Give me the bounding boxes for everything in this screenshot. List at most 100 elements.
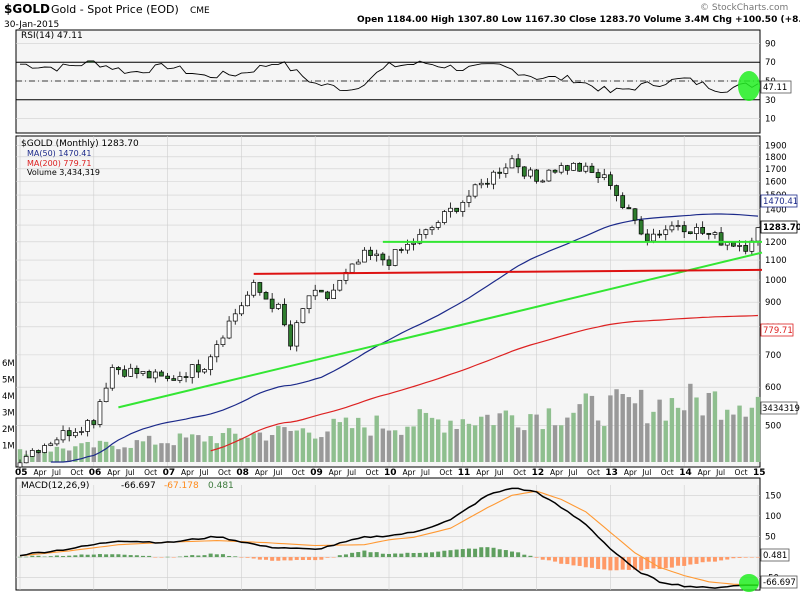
trendline: [253, 268, 763, 275]
macd-histogram-bar: [620, 557, 625, 570]
macd-histogram-bar: [325, 557, 330, 558]
price-candle: [208, 356, 213, 370]
price-candle: [257, 282, 263, 293]
price-candle: [454, 207, 459, 212]
volume-bar: [417, 409, 422, 462]
macd-histogram-bar: [264, 557, 268, 560]
macd-histogram-bar: [362, 550, 367, 558]
price-candle: [608, 174, 613, 186]
price-candle: [472, 184, 478, 197]
volume-bar: [337, 422, 342, 462]
price-candle: [503, 167, 509, 174]
macd-histogram-bar: [510, 551, 514, 558]
price-candle: [17, 462, 23, 468]
volume-bar: [682, 410, 687, 462]
x-tick-label: Jul: [568, 468, 578, 477]
macd-histogram-bar: [565, 557, 570, 565]
macd-title: MACD(12,26,9): [21, 481, 89, 491]
macd-histogram-bar: [393, 553, 398, 558]
price-candle: [398, 249, 404, 251]
macd-histogram-bar: [153, 557, 158, 558]
volume-bar: [399, 434, 404, 462]
macd-histogram-bar: [387, 553, 391, 558]
rsi-panel: [15, 29, 761, 134]
price-candle: [282, 303, 287, 326]
macd-histogram-bar: [214, 554, 219, 558]
macd-histogram-bar: [503, 550, 508, 558]
macd-histogram-bar: [559, 557, 564, 564]
watermark: © StockCharts.com: [700, 3, 788, 13]
volume-bar: [392, 430, 398, 462]
macd-histogram-bar: [147, 555, 152, 558]
macd-histogram-bar: [91, 554, 96, 558]
macd-histogram-bar: [688, 557, 693, 565]
macd-histogram-bar: [54, 555, 59, 558]
macd-histogram-bar: [663, 557, 668, 569]
volume-tick-label: 4M: [2, 392, 15, 402]
price-candle: [466, 195, 472, 203]
volume-bar: [165, 443, 170, 462]
rsi-line: [20, 60, 759, 94]
price-candle: [165, 375, 170, 379]
volume-bar: [694, 397, 699, 462]
x-tick-label: 15: [753, 468, 766, 478]
price-candle: [571, 162, 576, 171]
price-candle: [448, 207, 453, 212]
volume-bar: [257, 432, 263, 462]
volume-bar: [91, 447, 96, 462]
price-candle: [657, 233, 662, 236]
price-candle: [614, 185, 619, 196]
x-tick-label: Apr: [329, 468, 343, 477]
volume-bar: [491, 425, 496, 462]
macd-histogram-bar: [553, 557, 558, 562]
macd-histogram-bar: [571, 557, 576, 566]
price-candle: [589, 165, 595, 173]
volume-bar: [306, 432, 312, 462]
macd-histogram-bar: [313, 557, 318, 561]
price-candle: [214, 344, 220, 358]
macd-tick-label: 50: [765, 532, 776, 542]
macd-histogram-bar: [276, 557, 281, 561]
price-candle: [485, 182, 490, 185]
volume-bar: [589, 395, 595, 462]
volume-bar: [626, 397, 632, 462]
volume-bar: [343, 417, 349, 462]
price-candle: [116, 367, 121, 371]
volume-bar: [36, 451, 41, 462]
price-candle: [177, 376, 183, 381]
price-candle: [706, 232, 712, 235]
macd-histogram-bar: [725, 557, 730, 560]
volume-bar: [196, 435, 201, 462]
macd-histogram-bar: [485, 547, 490, 558]
macd-histogram-bar: [42, 556, 47, 558]
price-candle: [128, 367, 134, 377]
x-tick-label: 14: [679, 468, 692, 478]
macd-histogram-bar: [639, 557, 644, 571]
macd-histogram-bar: [645, 557, 650, 569]
x-tick-label: 10: [384, 468, 397, 478]
rsi-tick-label: 10: [765, 115, 776, 125]
price-candle: [103, 387, 109, 402]
price-tick-label: 1600: [765, 177, 787, 187]
x-tick-label: 09: [310, 468, 323, 478]
price-candle: [140, 371, 146, 374]
x-tick-label: 08: [236, 468, 249, 478]
volume-last-label: 3434319: [762, 404, 800, 414]
volume-bar: [645, 423, 650, 462]
price-tick-label: 900: [765, 298, 781, 308]
x-tick-label: Jul: [494, 468, 504, 477]
macd-histogram-bar: [239, 557, 244, 558]
macd-histogram-bar: [294, 557, 299, 560]
price-candle: [638, 219, 644, 235]
volume-bar: [208, 436, 213, 462]
volume-bar: [485, 414, 490, 462]
volume-bar: [374, 415, 379, 462]
x-tick-label: Apr: [255, 468, 269, 477]
price-tick-label: 1400: [765, 205, 787, 215]
price-candle: [632, 208, 638, 221]
price-tick-label: 1900: [765, 141, 787, 151]
volume-bar: [122, 447, 127, 462]
price-candle: [442, 211, 447, 223]
macd-histogram-bar: [134, 555, 139, 558]
price-candle: [251, 282, 257, 296]
